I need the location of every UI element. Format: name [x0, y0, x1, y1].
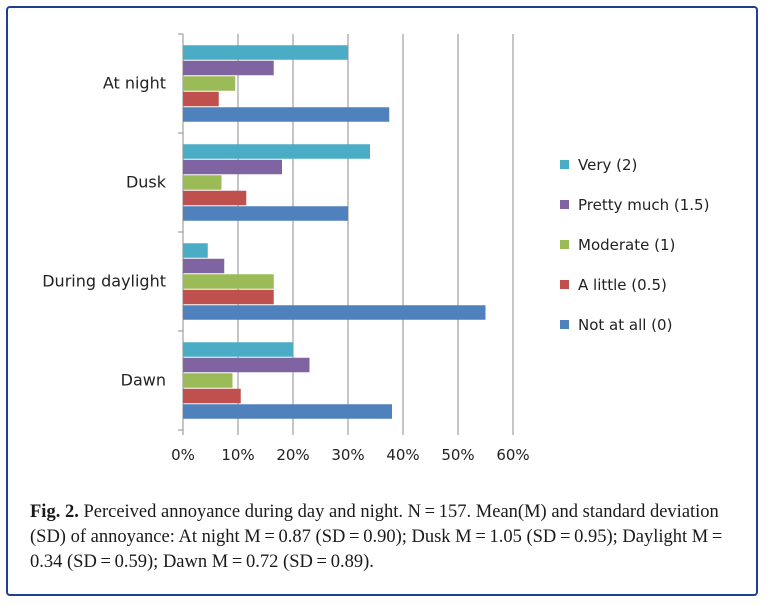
bar-a-little-0-5-at-night [183, 91, 219, 107]
bar-moderate-1-dawn [183, 373, 233, 388]
bar-not-at-all-0-dusk [183, 206, 348, 221]
bar-not-at-all-0-during-daylight [183, 305, 486, 320]
bar-not-at-all-0-at-night [183, 107, 390, 122]
bar-not-at-all-0-dawn [183, 404, 392, 419]
bar-a-little-0-5-dusk [183, 190, 247, 206]
x-tick-label: 30% [331, 446, 364, 464]
legend-swatch [560, 160, 569, 169]
legend-label: Pretty much (1.5) [578, 196, 709, 214]
category-label: Dusk [126, 173, 167, 192]
figure-caption: Fig. 2. Perceived annoyance during day a… [30, 500, 750, 575]
category-label: During daylight [42, 272, 166, 291]
legend-swatch [560, 200, 569, 209]
legend-label: Moderate (1) [578, 236, 675, 254]
caption-text: Perceived annoyance during day and night… [30, 502, 727, 572]
bar-pretty-much-1-5-dusk [183, 159, 282, 175]
legend-label: A little (0.5) [578, 276, 667, 294]
figure-frame [6, 6, 758, 596]
bar-a-little-0-5-dawn [183, 388, 241, 404]
bar-very-2-during-daylight [183, 243, 208, 258]
x-tick-label: 40% [386, 446, 419, 464]
bar-very-2-at-night [183, 45, 348, 60]
legend-label: Very (2) [578, 156, 637, 174]
x-tick-label: 50% [441, 446, 474, 464]
bar-very-2-dawn [183, 342, 293, 357]
x-tick-label: 0% [171, 446, 195, 464]
x-tick-label: 20% [276, 446, 309, 464]
bar-moderate-1-dusk [183, 175, 222, 190]
category-label: Dawn [121, 371, 166, 390]
x-tick-label: 10% [221, 446, 254, 464]
category-label: At night [103, 74, 166, 93]
legend-label: Not at all (0) [578, 316, 672, 334]
bar-moderate-1-at-night [183, 76, 236, 91]
bar-very-2-dusk [183, 144, 370, 159]
bar-chart: 0% 10% 20% 30% 40% 50% 60% At night Dusk During d… [42, 33, 709, 464]
bar-pretty-much-1-5-at-night [183, 60, 274, 76]
bar-a-little-0-5-during-daylight [183, 289, 274, 305]
bar-moderate-1-during-daylight [183, 274, 274, 289]
caption-label: Fig. 2. [30, 502, 79, 522]
legend-swatch [560, 320, 569, 329]
legend-swatch [560, 280, 569, 289]
bar-pretty-much-1-5-during-daylight [183, 258, 225, 274]
legend-swatch [560, 240, 569, 249]
bar-pretty-much-1-5-dawn [183, 357, 310, 373]
x-tick-label: 60% [496, 446, 529, 464]
